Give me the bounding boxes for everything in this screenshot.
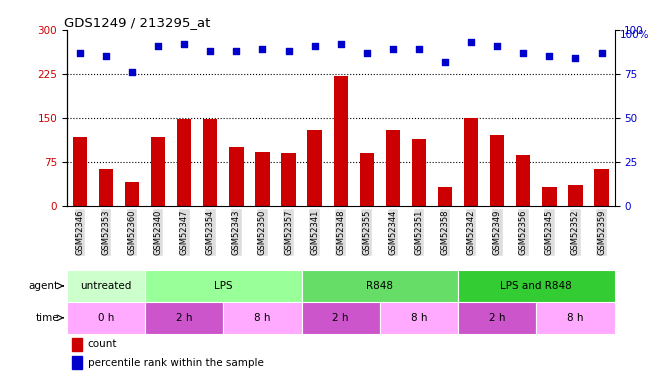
Bar xyxy=(203,119,218,206)
Bar xyxy=(145,302,223,334)
Point xyxy=(361,50,372,56)
Bar xyxy=(72,356,82,369)
Text: 2 h: 2 h xyxy=(333,313,349,323)
Point xyxy=(205,48,216,54)
Text: 8 h: 8 h xyxy=(567,313,584,323)
Point xyxy=(413,46,424,53)
Text: LPS and R848: LPS and R848 xyxy=(500,281,572,291)
Text: 0 h: 0 h xyxy=(98,313,114,323)
Text: GSM52343: GSM52343 xyxy=(232,209,241,255)
Bar xyxy=(438,187,452,206)
Text: GSM52353: GSM52353 xyxy=(102,209,110,255)
Bar xyxy=(151,137,165,206)
Point xyxy=(153,43,164,49)
Bar xyxy=(333,76,348,206)
Bar xyxy=(411,139,426,206)
Text: 8 h: 8 h xyxy=(255,313,271,323)
Point xyxy=(440,59,450,65)
Text: 2 h: 2 h xyxy=(176,313,192,323)
Point xyxy=(596,50,607,56)
Text: count: count xyxy=(88,339,117,349)
Point xyxy=(179,41,190,47)
Text: GSM52360: GSM52360 xyxy=(128,209,136,255)
Bar xyxy=(385,130,400,206)
Bar xyxy=(223,302,301,334)
Point xyxy=(335,41,346,47)
Text: GSM52356: GSM52356 xyxy=(519,209,528,255)
Text: GSM52345: GSM52345 xyxy=(545,209,554,255)
Point xyxy=(231,48,242,54)
Text: agent: agent xyxy=(29,281,59,291)
Point xyxy=(257,46,268,53)
Text: GDS1249 / 213295_at: GDS1249 / 213295_at xyxy=(64,16,210,29)
Point xyxy=(466,39,476,45)
Text: GSM52346: GSM52346 xyxy=(75,209,84,255)
Text: untreated: untreated xyxy=(80,281,132,291)
Point xyxy=(127,69,138,75)
Text: GSM52357: GSM52357 xyxy=(284,209,293,255)
Text: GSM52350: GSM52350 xyxy=(258,209,267,255)
Bar xyxy=(301,270,458,302)
Bar xyxy=(380,302,458,334)
Bar xyxy=(73,137,87,206)
Bar xyxy=(67,302,145,334)
Text: 100%: 100% xyxy=(620,30,649,40)
Text: GSM52340: GSM52340 xyxy=(154,209,162,255)
Text: GSM52351: GSM52351 xyxy=(414,209,424,255)
Text: GSM52347: GSM52347 xyxy=(180,209,188,255)
Point xyxy=(518,50,528,56)
Text: R848: R848 xyxy=(366,281,393,291)
Point xyxy=(309,43,320,49)
Bar xyxy=(229,147,244,206)
Text: GSM52355: GSM52355 xyxy=(362,209,371,255)
Bar xyxy=(255,152,270,206)
Bar xyxy=(177,119,191,206)
Bar xyxy=(99,169,113,206)
Text: LPS: LPS xyxy=(214,281,232,291)
Bar xyxy=(542,187,556,206)
Bar xyxy=(568,185,582,206)
Bar xyxy=(281,153,296,206)
Point xyxy=(544,54,554,60)
Bar xyxy=(67,270,145,302)
Point xyxy=(570,55,580,61)
Bar xyxy=(458,270,615,302)
Bar xyxy=(72,338,82,351)
Bar xyxy=(536,302,615,334)
Text: time: time xyxy=(35,313,59,323)
Point xyxy=(387,46,398,53)
Text: 2 h: 2 h xyxy=(489,313,506,323)
Text: GSM52352: GSM52352 xyxy=(571,209,580,255)
Text: GSM52354: GSM52354 xyxy=(206,209,214,255)
Text: GSM52359: GSM52359 xyxy=(597,209,606,255)
Text: GSM52344: GSM52344 xyxy=(388,209,397,255)
Bar xyxy=(458,302,536,334)
Bar xyxy=(595,169,609,206)
Text: 8 h: 8 h xyxy=(411,313,427,323)
Text: GSM52358: GSM52358 xyxy=(440,209,450,255)
Text: percentile rank within the sample: percentile rank within the sample xyxy=(88,358,263,368)
Bar xyxy=(464,118,478,206)
Text: GSM52349: GSM52349 xyxy=(493,209,502,255)
Bar xyxy=(125,182,139,206)
Bar xyxy=(359,153,374,206)
Point xyxy=(492,43,502,49)
Point xyxy=(101,54,112,60)
Point xyxy=(283,48,294,54)
Bar xyxy=(516,154,530,206)
Text: GSM52342: GSM52342 xyxy=(467,209,476,255)
Text: GSM52348: GSM52348 xyxy=(336,209,345,255)
Bar xyxy=(145,270,301,302)
Bar xyxy=(301,302,380,334)
Bar xyxy=(307,130,322,206)
Point xyxy=(75,50,86,56)
Bar xyxy=(490,135,504,206)
Text: GSM52341: GSM52341 xyxy=(310,209,319,255)
